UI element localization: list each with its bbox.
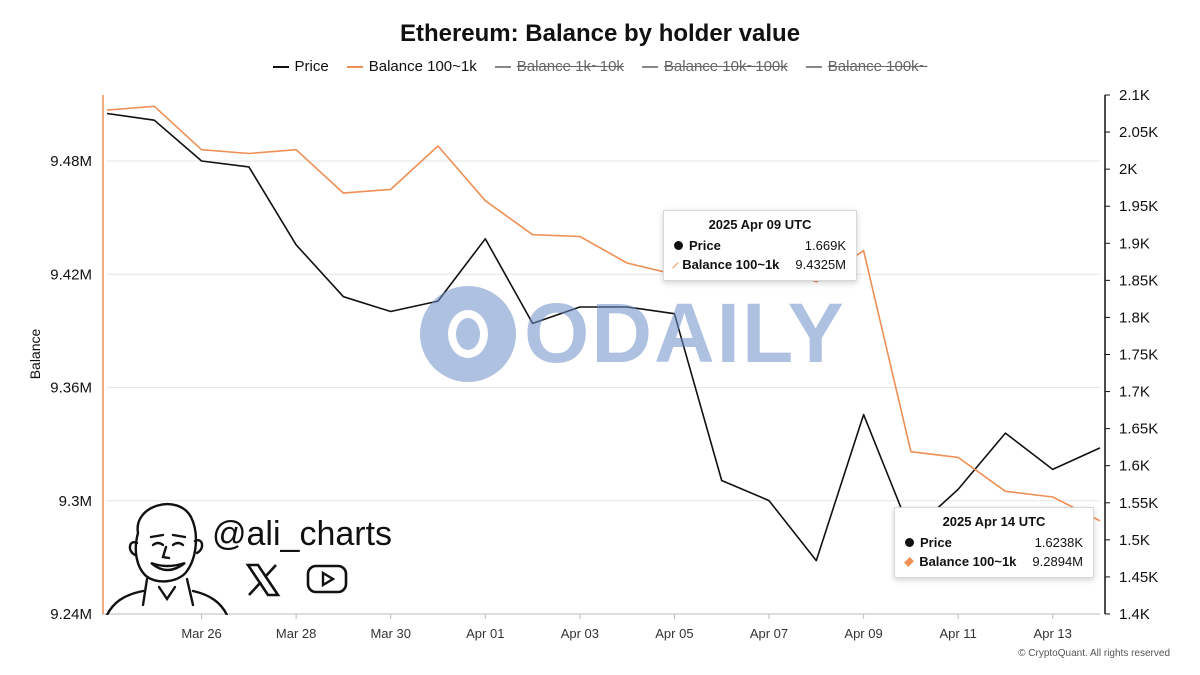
x-tick-label: Mar 26 [181,626,221,641]
tooltip-row-price: Price 1.6238K [905,533,1083,552]
x-tick-label: Apr 11 [939,626,976,641]
tooltip-date: 2025 Apr 14 UTC [942,514,1046,529]
legend-label: Balance 1k~10k [516,58,624,75]
avatar-illustration [105,502,228,615]
balance-diamond-icon [672,261,678,268]
tooltip-row-balance: Balance 100~1k 9.4325M [672,255,846,274]
right-tick-label: 1.65K [1119,421,1158,438]
x-tick-label: Apr 01 [466,626,504,641]
social-handle: @ali_charts [212,515,393,553]
y-axis-title: Balance [27,328,43,379]
tooltip-label: Balance 100~1k [682,257,780,272]
watermark-text: ODAILY [524,286,846,380]
legend-item-balance-10k-100k[interactable]: Balance 10k~100k [641,58,788,75]
x-axis-ticks: Mar 26 Mar 28 Mar 30 Apr 01 Apr 03 Apr 05 Apr … [181,614,1072,641]
right-tick-label: 1.75K [1119,347,1158,364]
right-tick-label: 1.45K [1119,569,1158,586]
x-tick-label: Apr 09 [844,626,882,641]
tooltip-label: Balance 100~1k [919,554,1017,569]
right-tick-label: 1.5K [1119,532,1150,549]
tooltip-value: 9.4325M [795,257,846,272]
x-tick-label: Apr 05 [655,626,693,641]
chart-title: Ethereum: Balance by holder value [399,20,801,47]
right-tick-label: 1.7K [1119,384,1150,401]
odaily-watermark: ODAILY [420,285,846,382]
legend-swatch [494,65,511,68]
tooltip-row-price: Price 1.669K [674,236,846,255]
tooltip-label: Price [689,238,721,253]
left-tick-label: 9.42M [50,266,92,283]
legend-item-balance-100-1k[interactable]: Balance 100~1k [346,58,477,75]
legend: Price Balance 100~1k Balance 1k~10k Bala… [0,58,1200,75]
left-tick-label: 9.24M [50,606,92,623]
price-dot-icon [905,538,914,547]
x-tick-label: Apr 07 [750,626,788,641]
right-tick-label: 1.4K [1119,606,1150,623]
series-line-balance-100-1k [106,105,1101,522]
tooltip-row-balance: Balance 100~1k 9.2894M [904,552,1083,571]
x-tick-label: Apr 03 [561,626,599,641]
left-tick-label: 9.3M [59,493,92,510]
right-tick-label: 1.55K [1119,495,1158,512]
legend-item-price[interactable]: Price [272,58,329,75]
legend-label: Balance 100~1k [368,58,477,75]
legend-label: Balance 10k~100k [663,58,788,75]
gridlines [107,160,1100,502]
tooltip-value: 1.669K [804,238,846,253]
legend-swatch [805,65,822,68]
tooltip-apr-09: 2025 Apr 09 UTC Price 1.669K Balance 100~… [663,210,857,281]
right-axis-ticks: 1.4K 1.45K 1.5K 1.55K 1.6K 1.65K 1.7K 1.75K 1.8K… [1105,87,1158,623]
tooltip-value: 9.2894M [1032,554,1083,569]
legend-item-balance-100k[interactable]: Balance 100k~ [805,58,928,75]
right-tick-label: 2.1K [1119,87,1150,104]
tooltip-date: 2025 Apr 09 UTC [708,217,812,232]
legend-swatch [346,65,363,68]
youtube-icon [306,564,348,594]
right-tick-label: 1.9K [1119,235,1150,252]
legend-swatch [272,65,289,68]
legend-item-balance-1k-10k[interactable]: Balance 1k~10k [494,58,624,75]
tooltip-value: 1.6238K [1034,535,1083,550]
x-tick-label: Mar 30 [370,626,410,641]
legend-swatch [641,65,658,68]
odaily-logo-icon [420,285,516,382]
right-tick-label: 1.6K [1119,458,1150,475]
right-tick-label: 1.8K [1119,309,1150,326]
tooltip-apr-14: 2025 Apr 14 UTC Price 1.6238K Balance 100… [894,507,1094,578]
balance-diamond-icon [904,556,915,567]
price-dot-icon [674,241,683,250]
legend-label: Balance 100k~ [827,58,928,75]
legend-label: Price [294,58,329,75]
left-tick-label: 9.48M [50,153,92,170]
x-tick-label: Mar 28 [276,626,316,641]
right-tick-label: 1.85K [1119,272,1158,289]
right-tick-label: 1.95K [1119,198,1158,215]
right-tick-label: 2K [1119,161,1137,178]
left-axis-ticks: 9.24M 9.3M 9.36M 9.42M 9.48M [50,153,92,623]
copyright-footer: © CryptoQuant. All rights reserved [1018,648,1170,659]
right-tick-label: 2.05K [1119,124,1158,141]
x-tick-label: Apr 13 [1034,626,1072,641]
x-icon [245,563,281,597]
left-tick-label: 9.36M [50,380,92,397]
tooltip-label: Price [920,535,952,550]
